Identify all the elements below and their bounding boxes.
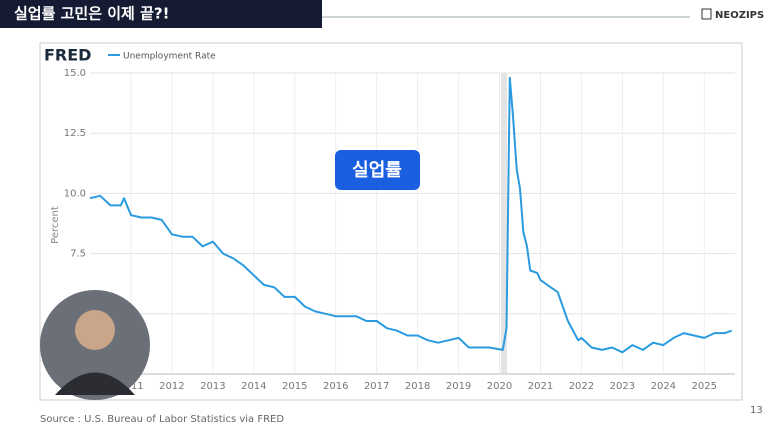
source: Source : U.S. Bureau of Labor Statistics…: [40, 414, 284, 425]
x-tick-label: 2017: [364, 381, 389, 392]
page-number: 13: [750, 405, 763, 416]
badge: [335, 150, 420, 190]
logo: NEOZIPS: [715, 10, 764, 21]
x-tick-label: 2015: [282, 381, 307, 392]
badge-text: 실업률: [352, 160, 402, 181]
x-tick-label: 2020: [487, 381, 512, 392]
legend-label: Unemployment Rate: [123, 52, 216, 62]
x-tick-label: 2016: [323, 381, 348, 392]
x-tick-label: 2023: [610, 381, 635, 392]
header-title: 실업률 고민은 이제 끝?!: [14, 5, 169, 23]
series-line: [89, 76, 733, 354]
webcam-face: [75, 310, 115, 350]
y-tick-label: 7.5: [70, 249, 86, 260]
logo-icon: [701, 8, 712, 20]
y-tick-label: 10.0: [64, 188, 86, 199]
x-tick-label: 2022: [569, 381, 594, 392]
fred-logo: FRED: [44, 46, 91, 65]
x-tick-label: 2013: [200, 381, 225, 392]
plot-area: [90, 73, 735, 374]
webcam-body: [55, 372, 135, 395]
recession-band: [501, 73, 507, 374]
x-tick-label: 2012: [159, 381, 184, 392]
x-tick-label: 2024: [651, 381, 676, 392]
y-tick-label: 12.5: [64, 128, 86, 139]
x-tick-label: 2014: [241, 381, 266, 392]
y-tick-label: 15.0: [64, 68, 86, 79]
x-tick-label: 2021: [528, 381, 553, 392]
x-tick-label: 2019: [446, 381, 471, 392]
x-tick-label: 2018: [405, 381, 430, 392]
x-tick-label: 2025: [692, 381, 717, 392]
header-bar: [0, 0, 322, 28]
y-axis-label: Percent: [50, 206, 61, 244]
